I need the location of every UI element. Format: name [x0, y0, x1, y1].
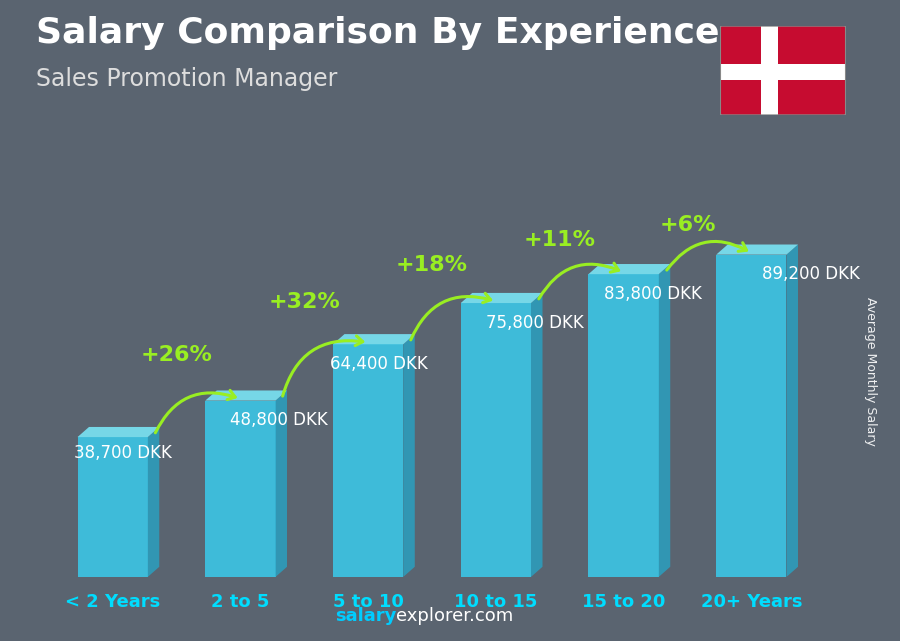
Bar	[461, 303, 531, 577]
Text: 48,800 DKK: 48,800 DKK	[230, 412, 328, 429]
Polygon shape	[589, 264, 670, 274]
Text: +26%: +26%	[140, 345, 212, 365]
Polygon shape	[148, 427, 159, 577]
Bar	[77, 437, 148, 577]
Text: salary: salary	[335, 607, 396, 625]
Bar	[720, 64, 846, 80]
Text: 89,200 DKK: 89,200 DKK	[761, 265, 860, 283]
Bar	[205, 401, 275, 577]
Polygon shape	[77, 427, 159, 437]
Polygon shape	[205, 390, 287, 401]
Text: +6%: +6%	[659, 215, 716, 235]
Polygon shape	[275, 390, 287, 577]
Text: 75,800 DKK: 75,800 DKK	[486, 314, 583, 332]
Polygon shape	[531, 293, 543, 577]
Polygon shape	[333, 334, 415, 344]
Text: +11%: +11%	[524, 230, 596, 250]
Text: Sales Promotion Manager: Sales Promotion Manager	[36, 67, 338, 91]
Text: 38,700 DKK: 38,700 DKK	[75, 444, 172, 462]
Text: 83,800 DKK: 83,800 DKK	[605, 285, 702, 303]
Polygon shape	[403, 334, 415, 577]
Polygon shape	[659, 264, 670, 577]
Text: +32%: +32%	[268, 292, 340, 312]
Polygon shape	[787, 244, 798, 577]
Text: Average Monthly Salary: Average Monthly Salary	[865, 297, 878, 446]
Bar	[760, 26, 778, 115]
Bar	[333, 344, 403, 577]
Text: 64,400 DKK: 64,400 DKK	[329, 355, 428, 373]
Bar	[716, 254, 787, 577]
Bar	[589, 274, 659, 577]
Text: explorer.com: explorer.com	[396, 607, 513, 625]
Polygon shape	[716, 244, 798, 254]
Text: Salary Comparison By Experience: Salary Comparison By Experience	[36, 16, 719, 50]
Text: +18%: +18%	[396, 255, 468, 275]
Polygon shape	[461, 293, 543, 303]
